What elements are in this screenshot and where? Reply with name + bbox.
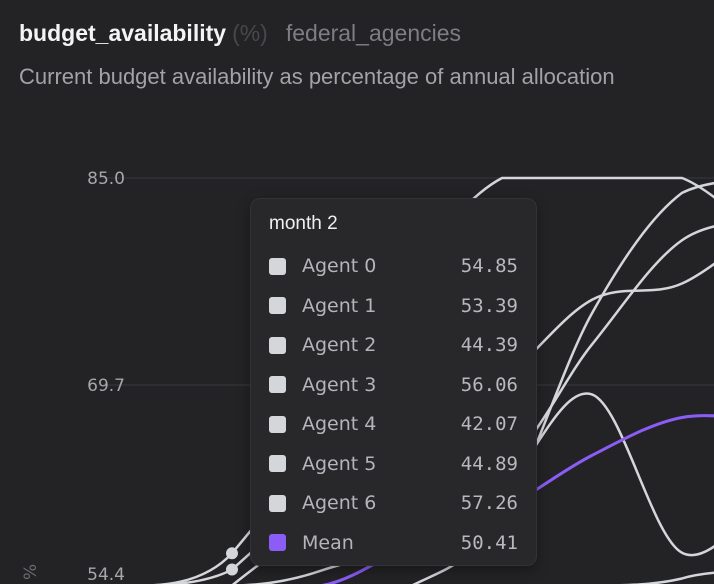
tooltip-row: Agent 2 44.39 — [269, 330, 518, 360]
y-tick-label: 54.4 — [87, 565, 125, 584]
series-name: Agent 6 — [302, 492, 377, 514]
series-value: 56.06 — [460, 373, 518, 396]
legend-swatch — [269, 257, 286, 275]
legend-swatch — [269, 455, 286, 472]
series-name: Agent 2 — [302, 334, 377, 356]
group-label: federal_agencies — [285, 20, 462, 46]
legend-swatch — [269, 297, 286, 314]
y-tick-label: 85.0 — [87, 169, 125, 189]
series-name: Agent 3 — [302, 373, 377, 396]
tooltip-row: Agent 5 44.89 — [269, 449, 518, 479]
tooltip-row: Agent 4 42.07 — [269, 409, 518, 439]
series-value: 42.07 — [460, 413, 518, 435]
legend-swatch — [269, 336, 286, 354]
metric-unit: (%) — [232, 20, 268, 46]
legend-swatch — [269, 415, 286, 433]
series-value: 50.41 — [460, 531, 518, 554]
series-value: 44.39 — [460, 334, 518, 356]
series-name: Agent 5 — [302, 452, 377, 475]
tooltip-title: month 2 — [269, 213, 338, 234]
tooltip-row: Mean 50.41 — [269, 528, 518, 558]
series-value: 44.89 — [460, 452, 518, 475]
legend-swatch — [269, 376, 286, 393]
legend-swatch — [269, 534, 286, 551]
series-name: Agent 0 — [302, 255, 377, 277]
hover-point — [226, 563, 238, 576]
chart-subtitle: Current budget availability as percentag… — [19, 64, 615, 89]
series-value: 53.39 — [460, 294, 518, 317]
tooltip-row: Agent 6 57.26 — [269, 488, 518, 518]
series-name: Mean — [302, 531, 354, 554]
series-value: 54.85 — [460, 255, 518, 277]
y-axis-label: % — [21, 564, 41, 580]
series-name: Agent 1 — [302, 294, 377, 317]
metric-title: budget_availability — [19, 20, 227, 46]
series-name: Agent 4 — [302, 413, 377, 435]
series-value: 57.26 — [460, 492, 518, 514]
tooltip-row: Agent 1 53.39 — [269, 291, 518, 321]
series-line-agent-4[interactable] — [142, 570, 714, 584]
legend-swatch — [269, 494, 286, 512]
chart-header: budget_availability (%) federal_agencies — [19, 20, 461, 47]
hover-point — [226, 547, 238, 560]
y-tick-label: 69.7 — [87, 376, 125, 396]
tooltip-row: Agent 3 56.06 — [269, 370, 518, 400]
tooltip-row: Agent 0 54.85 — [269, 251, 518, 281]
hover-tooltip: month 2 Agent 0 54.85 Agent 1 53.39 Agent 2 4… — [250, 198, 537, 566]
